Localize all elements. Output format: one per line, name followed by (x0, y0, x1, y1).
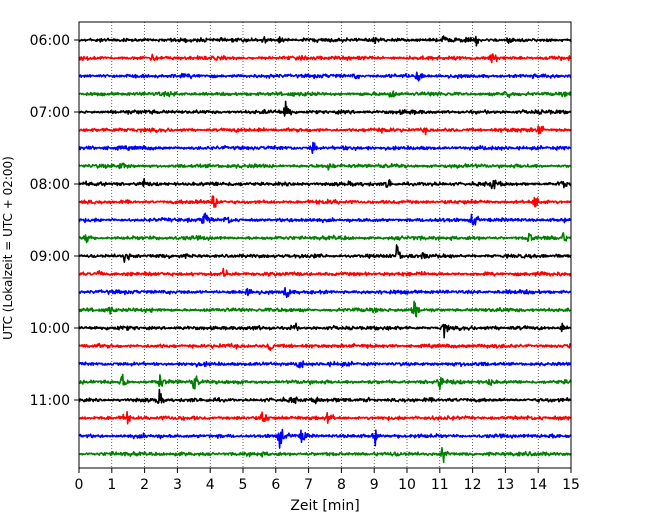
trace-line-0900 (78, 244, 572, 264)
trace-line-0815 (78, 195, 572, 209)
grid-layer (111, 22, 539, 468)
y-tick-label: 11:00 (30, 393, 70, 409)
trace-line-1015 (78, 342, 572, 351)
x-tick-label: 0 (75, 477, 84, 493)
x-tick-label: 4 (206, 477, 215, 493)
x-tick-label: 7 (304, 477, 313, 493)
y-tick-label: 07:00 (30, 105, 70, 121)
trace-line-0945 (78, 300, 572, 318)
x-tick-label: 13 (496, 477, 514, 493)
plot-frame (78, 21, 572, 469)
x-tick-label: 9 (370, 477, 379, 493)
y-axis-label: UTC (Lokalzeit = UTC + 02:00) (1, 156, 15, 340)
trace-line-0830 (78, 212, 572, 226)
trace-line-0715 (78, 125, 572, 136)
y-tick-label: 06:00 (30, 33, 70, 49)
trace-line-0745 (78, 162, 572, 171)
trace-line-0915 (78, 267, 572, 277)
trace-line-0845 (78, 232, 572, 244)
x-tick-label: 10 (398, 477, 416, 493)
x-tick-label: 12 (464, 477, 482, 493)
x-tick-label: 15 (562, 477, 580, 493)
trace-line-1130 (78, 428, 572, 449)
x-tick-label: 5 (239, 477, 248, 493)
y-tick-label: 08:00 (30, 177, 70, 193)
x-tick-label: 14 (529, 477, 547, 493)
trace-line-0730 (78, 141, 572, 155)
trace-line-1100 (78, 388, 572, 405)
trace-line-0630 (78, 71, 572, 82)
trace-line-1000 (78, 322, 572, 339)
trace-line-1145 (78, 447, 572, 464)
x-tick-label: 6 (271, 477, 280, 493)
x-tick-label: 1 (107, 477, 116, 493)
trace-line-1045 (78, 373, 572, 391)
trace-layer (78, 35, 572, 464)
axes-layer: 0 1 2 3 4 5 6 7 8 9 10 11 12 13 14 1506:0007:0008:0009:… (30, 21, 580, 493)
trace-line-0930 (78, 287, 572, 299)
trace-line-0700 (78, 100, 572, 117)
trace-line-1115 (78, 411, 572, 425)
trace-line-0615 (78, 53, 572, 64)
y-tick-label: 10:00 (30, 321, 70, 337)
trace-line-0600 (78, 35, 572, 47)
x-tick-label: 3 (173, 477, 182, 493)
x-tick-label: 11 (431, 477, 449, 493)
trace-line-1030 (78, 360, 572, 369)
x-axis-label: Zeit [min] (290, 498, 359, 514)
trace-line-0645 (78, 90, 572, 99)
x-tick-label: 8 (337, 477, 346, 493)
trace-line-0800 (78, 178, 572, 190)
y-tick-label: 09:00 (30, 249, 70, 265)
x-tick-label: 2 (140, 477, 149, 493)
